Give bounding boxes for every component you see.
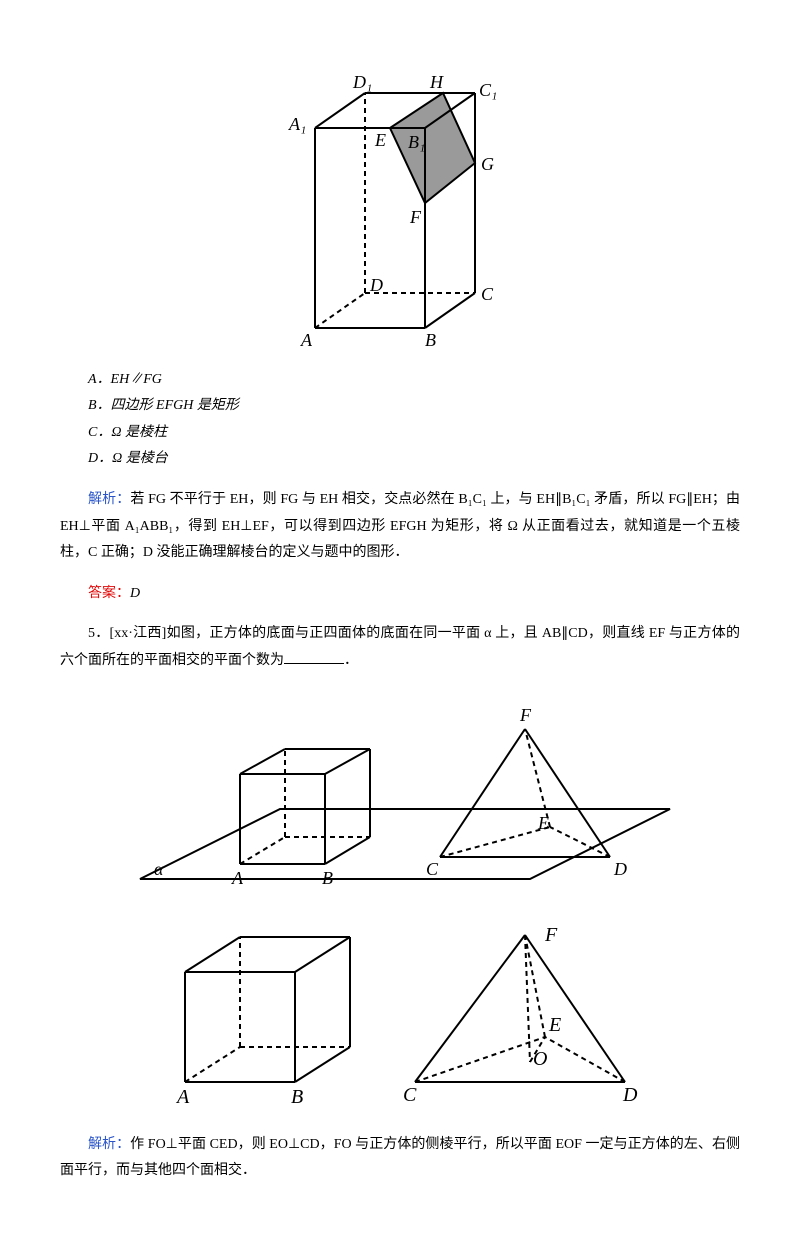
label-E3: E	[548, 1014, 561, 1036]
label-A: A	[300, 330, 313, 348]
analysis2-text: 作 FO⊥平面 CED，则 EO⊥CD，FO 与正方体的侧棱平行，所以平面 EO…	[60, 1137, 740, 1179]
label-A1: A₁	[288, 114, 306, 134]
label-D: D	[369, 275, 383, 295]
label-A2: A	[231, 868, 244, 888]
label-C: C	[481, 284, 494, 304]
label-C2: C	[426, 859, 439, 879]
q5-number: 5．	[88, 626, 110, 641]
label-D2: D	[613, 859, 627, 879]
option-D: D．Ω 是棱台	[88, 446, 740, 473]
label-D3: D	[622, 1084, 638, 1106]
label-alpha: α	[154, 859, 164, 879]
label-H: H	[429, 72, 444, 92]
label-B: B	[425, 330, 436, 348]
figure-plane: α A B C D E F	[60, 689, 740, 910]
answer-value: D	[130, 586, 140, 601]
label-E: E	[374, 130, 386, 150]
answer-1: 答案：D	[60, 581, 740, 608]
blank-fill	[284, 649, 344, 664]
analysis-label: 解析：	[88, 492, 130, 507]
analysis-text: 若 FG 不平行于 EH，则 FG 与 EH 相交，交点必然在 B₁C₁ 上，与…	[60, 492, 740, 560]
label-C3: C	[403, 1084, 417, 1106]
q5-after: ．	[344, 653, 358, 668]
option-B: B．四边形 EFGH 是矩形	[88, 393, 740, 420]
label-F: F	[409, 207, 422, 227]
analysis-2: 解析：作 FO⊥平面 CED，则 EO⊥CD，FO 与正方体的侧棱平行，所以平面…	[60, 1132, 740, 1185]
label-G: G	[481, 154, 494, 174]
analysis2-label: 解析：	[88, 1137, 130, 1152]
option-A: A．EH∥FG	[88, 367, 740, 394]
label-D1: D₁	[352, 72, 372, 92]
label-B3: B	[291, 1086, 303, 1107]
q5-src: [xx·江西]	[110, 626, 167, 641]
label-C1: C₁	[479, 80, 497, 100]
label-F2: F	[519, 705, 532, 725]
label-F3: F	[544, 924, 558, 946]
analysis-1: 解析：若 FG 不平行于 EH，则 FG 与 EH 相交，交点必然在 B₁C₁ …	[60, 487, 740, 567]
label-B2: B	[322, 868, 333, 888]
question-5: 5．[xx·江西]如图，正方体的底面与正四面体的底面在同一平面 α 上，且 AB…	[60, 621, 740, 674]
figure-prism: D₁ H C₁ A₁ E B₁ G F D C A B	[60, 48, 740, 359]
option-C: C．Ω 是棱柱	[88, 420, 740, 447]
label-B1: B₁	[408, 132, 425, 152]
label-O3: O	[533, 1048, 547, 1070]
label-A3: A	[175, 1086, 190, 1107]
label-E2: E	[537, 813, 549, 833]
figure-separated: A B C D E O F	[60, 917, 740, 1118]
answer-label: 答案：	[88, 586, 130, 601]
